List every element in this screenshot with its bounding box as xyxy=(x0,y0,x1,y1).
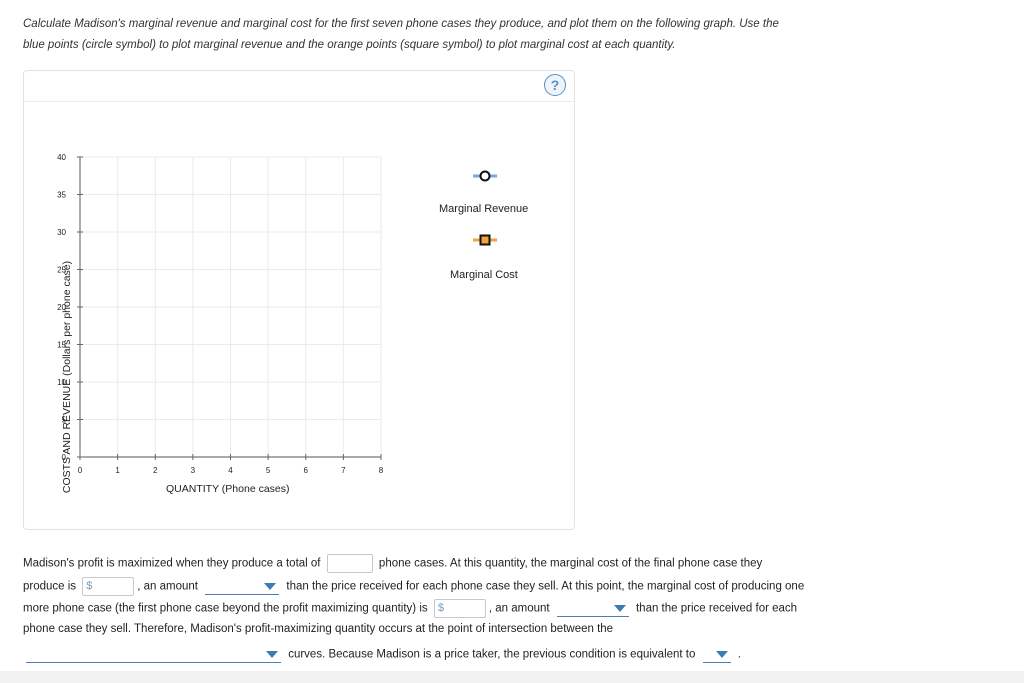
question-text-3a: more phone case (the first phone case be… xyxy=(23,602,428,615)
y-tick-label: 30 xyxy=(57,228,66,237)
y-tick-label: 40 xyxy=(57,153,66,162)
comparison-dropdown-2[interactable] xyxy=(556,600,629,617)
marginal-cost-final-input[interactable]: $ xyxy=(82,577,135,596)
x-tick-label: 7 xyxy=(341,466,346,475)
graph-toolbar: ? xyxy=(24,71,574,102)
y-tick-label: 20 xyxy=(57,303,66,312)
comparison-dropdown-1[interactable] xyxy=(205,578,280,595)
y-tick-label: 5 xyxy=(62,416,67,425)
legend-marginal-cost-square-icon[interactable] xyxy=(479,234,491,246)
x-axis-label: QUANTITY (Phone cases) xyxy=(166,483,290,495)
question-text-1a: Madison's profit is maximized when they … xyxy=(23,557,321,570)
question-text-4: phone case they sell. Therefore, Madison… xyxy=(23,623,614,635)
curves-dropdown[interactable] xyxy=(26,646,281,663)
x-tick-label: 2 xyxy=(153,466,158,475)
question-line-2: produce is $ , an amount than the price r… xyxy=(23,577,804,596)
bottom-bar xyxy=(0,671,1024,683)
question-text-2c: than the price received for each phone c… xyxy=(286,580,805,593)
chevron-down-icon xyxy=(613,605,626,612)
condition-dropdown[interactable] xyxy=(702,646,731,663)
question-line-3: more phone case (the first phone case be… xyxy=(23,599,797,618)
chart-svg[interactable]: 0 1 2 3 4 5 6 7 8 0 5 10 15 20 25 30 35 40 xyxy=(24,71,574,529)
question-text-3b: , an amount xyxy=(488,602,550,615)
chevron-down-icon xyxy=(715,651,728,658)
question-text-3c: than the price received for each xyxy=(635,602,798,615)
question-text-2b: , an amount xyxy=(137,580,198,593)
y-tick-label: 10 xyxy=(57,378,66,387)
instructions-line-2: blue points (circle symbol) to plot marg… xyxy=(23,39,676,51)
x-tick-label: 5 xyxy=(266,466,271,475)
help-icon[interactable]: ? xyxy=(544,74,566,96)
y-tick-label: 25 xyxy=(57,266,66,275)
y-tick-label: 15 xyxy=(57,341,66,350)
x-tick-label: 8 xyxy=(379,466,384,475)
quantity-input[interactable] xyxy=(326,554,373,573)
question-line-4: phone case they sell. Therefore, Madison… xyxy=(23,623,613,635)
dollar-sign: $ xyxy=(437,602,444,614)
question-text-2a: produce is xyxy=(23,580,77,593)
marginal-cost-next-input[interactable]: $ xyxy=(433,599,486,618)
chevron-down-icon xyxy=(266,651,278,658)
chevron-down-icon xyxy=(264,583,277,590)
legend-marginal-revenue-circle-icon[interactable] xyxy=(479,170,491,182)
x-tick-label: 4 xyxy=(228,466,233,475)
x-tick-label: 0 xyxy=(78,466,83,475)
dollar-sign: $ xyxy=(86,580,93,592)
question-text-5: curves. Because Madison is a price taker… xyxy=(288,648,696,661)
question-text-1b: phone cases. At this quantity, the margi… xyxy=(378,557,763,570)
question-line-1: Madison's profit is maximized when they … xyxy=(23,554,762,573)
question-text-5-end: . xyxy=(737,648,742,661)
y-tick-label: 0 xyxy=(62,453,67,462)
x-tick-label: 6 xyxy=(304,466,309,475)
instructions-line-1: Calculate Madison's marginal revenue and… xyxy=(23,18,779,30)
graph-panel: ? 0 1 2 3 4 5 6 7 8 0 5 10 15 20 25 30 35 40 COSTS AND RE… xyxy=(23,70,575,530)
legend-marginal-revenue-label: Marginal Revenue xyxy=(439,203,529,215)
y-axis-label: COSTS AND REVENUE (Dollars per phone cas… xyxy=(61,260,73,494)
legend-marginal-cost-label: Marginal Cost xyxy=(450,269,518,281)
x-tick-label: 3 xyxy=(191,466,196,475)
instructions: Calculate Madison's marginal revenue and… xyxy=(23,14,1003,56)
question-line-5: curves. Because Madison is a price taker… xyxy=(23,646,741,663)
y-tick-label: 35 xyxy=(57,191,66,200)
x-tick-label: 1 xyxy=(115,466,120,475)
